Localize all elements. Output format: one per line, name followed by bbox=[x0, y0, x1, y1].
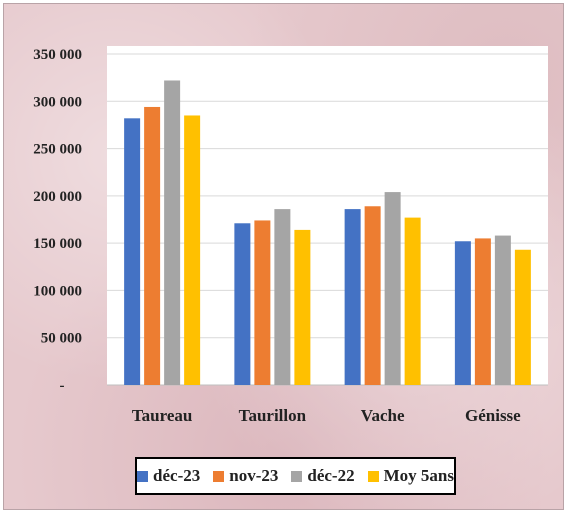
bar-génisse-0 bbox=[454, 241, 471, 385]
x-category-label: Taureau bbox=[132, 406, 192, 425]
y-tick-label: 350 000 bbox=[33, 47, 82, 63]
y-tick-label: 100 000 bbox=[33, 283, 82, 299]
x-category-label: Vache bbox=[361, 406, 405, 425]
y-tick-label: - bbox=[60, 378, 65, 394]
plot-area bbox=[107, 46, 548, 385]
bar-taurillon-2 bbox=[274, 209, 291, 385]
legend-label: déc-23 bbox=[153, 466, 201, 485]
y-tick-label: 150 000 bbox=[33, 236, 82, 252]
x-axis-category-labels: Taureau Taurillon Vache Génisse bbox=[132, 406, 521, 425]
bar-génisse-2 bbox=[494, 235, 511, 385]
legend-swatch bbox=[137, 470, 149, 482]
legend-label: Moy 5ans bbox=[383, 466, 454, 485]
legend-item: déc-22 bbox=[291, 466, 355, 486]
legend-item: Moy 5ans bbox=[367, 466, 454, 486]
y-tick-label: 300 000 bbox=[33, 94, 82, 110]
y-axis-tick-labels: - 50 000 100 000 150 000 200 000 250 000 300 0… bbox=[33, 47, 82, 394]
x-category-label: Taurillon bbox=[239, 406, 307, 425]
legend-item: nov-23 bbox=[213, 466, 278, 486]
legend-item: déc-23 bbox=[137, 466, 200, 486]
bar-génisse-3 bbox=[514, 249, 531, 385]
bar-taureau-2 bbox=[164, 80, 181, 385]
y-tick-label: 250 000 bbox=[33, 142, 82, 158]
bar-vache-2 bbox=[384, 192, 401, 385]
bar-taurillon-0 bbox=[234, 223, 251, 385]
x-category-label: Génisse bbox=[465, 406, 521, 425]
bar-taurillon-1 bbox=[254, 220, 271, 385]
legend-label: déc-22 bbox=[307, 466, 355, 485]
bar-vache-3 bbox=[404, 217, 421, 385]
bar-taurillon-3 bbox=[294, 229, 311, 385]
bar-vache-1 bbox=[364, 206, 381, 385]
bar-génisse-1 bbox=[474, 238, 491, 385]
bar-taureau-3 bbox=[184, 115, 201, 385]
legend-label: nov-23 bbox=[229, 466, 279, 485]
y-tick-label: 50 000 bbox=[41, 331, 82, 347]
legend: déc-23 nov-23 déc-22 Moy 5ans bbox=[135, 457, 456, 495]
legend-swatch bbox=[291, 470, 303, 482]
bars bbox=[124, 80, 531, 386]
legend-swatch bbox=[367, 470, 379, 482]
y-tick-label: 200 000 bbox=[33, 189, 82, 205]
legend-swatch bbox=[213, 470, 225, 482]
bar-taureau-1 bbox=[144, 106, 161, 386]
gridlines bbox=[107, 53, 548, 386]
bar-vache-0 bbox=[344, 209, 361, 385]
bar-taureau-0 bbox=[124, 118, 141, 386]
